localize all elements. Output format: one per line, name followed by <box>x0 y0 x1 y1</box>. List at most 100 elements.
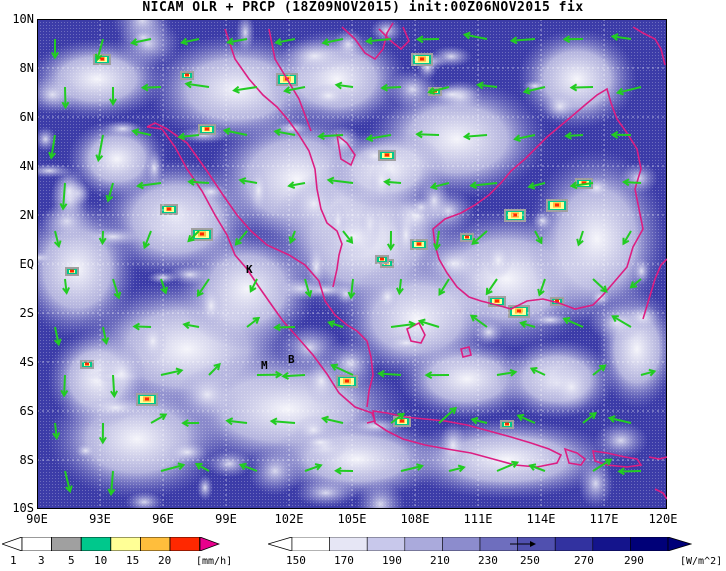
wind-arrow-head <box>273 323 281 332</box>
wind-arrow-shaft <box>640 370 655 376</box>
lat-label: 6S <box>19 404 34 418</box>
lat-label: 2S <box>19 306 34 320</box>
prcp-swatch <box>110 537 141 551</box>
wind-arrow-shaft <box>112 278 120 298</box>
coastline-bali-lombok <box>563 447 587 466</box>
wind-arrow-head <box>509 36 518 45</box>
wind-arrow-head <box>269 417 278 426</box>
wind-arrow-head <box>61 101 70 110</box>
coastline-north-small <box>378 26 410 51</box>
wind-arrow-shaft <box>249 278 258 292</box>
olr-tick: 290 <box>624 554 644 567</box>
olr-colorbar <box>268 537 692 551</box>
wind-arrow-head <box>416 463 424 471</box>
wind-arrow-head <box>513 134 521 143</box>
wind-arrow-shaft <box>496 371 516 376</box>
wind-arrow-head <box>485 287 493 296</box>
wind-arrow-head <box>380 83 388 92</box>
olr-swatch <box>366 537 406 551</box>
olr-tick: 270 <box>574 554 594 567</box>
wind-arrow-shaft <box>428 86 450 94</box>
olr-tick: 230 <box>478 554 498 567</box>
olr-colorbar-high-end <box>667 537 692 551</box>
wind-arrow-head <box>598 364 607 372</box>
wind-arrow-shaft <box>538 278 546 296</box>
wind-arrow-head <box>395 287 404 296</box>
wind-arrow-shaft <box>342 230 353 244</box>
wind-arrow-head <box>535 236 543 245</box>
olr-swatch <box>291 537 330 551</box>
lon-label: 108E <box>400 512 430 526</box>
wind-arrow-head <box>187 234 195 243</box>
wind-arrow-shaft <box>464 33 488 40</box>
prcp-cell-heavy <box>400 419 404 423</box>
wind-arrow-head <box>136 181 144 190</box>
olr-swatch <box>630 537 669 551</box>
wind-arrow-head <box>180 37 188 46</box>
wind-arrow-shaft <box>289 230 296 243</box>
city-marker-b: B <box>288 353 295 366</box>
wind-arrow-head <box>621 178 630 187</box>
wind-arrow-head <box>177 462 186 471</box>
coastline-sumatra-west <box>146 126 377 424</box>
wind-arrow-shaft <box>472 418 488 424</box>
wind-arrow-head <box>98 237 107 246</box>
wind-arrow-shaft <box>275 130 296 136</box>
wind-arrow-head <box>424 371 433 380</box>
wind-arrow-head <box>346 236 354 245</box>
lon-label: 117E <box>589 512 619 526</box>
wind-arrow-head <box>283 86 291 95</box>
wind-arrow-shaft <box>271 420 296 424</box>
wind-arrow-head <box>470 416 479 425</box>
wind-arrow-shaft <box>224 129 248 136</box>
wind-arrow-head <box>564 131 572 140</box>
wind-arrow-shaft <box>235 230 248 246</box>
prcp-tick: 3 <box>38 554 45 567</box>
lat-lon-grid <box>37 19 667 509</box>
wind-arrow-shaft <box>246 317 260 328</box>
lon-label: 120E <box>648 512 678 526</box>
wind-arrow-shaft <box>448 466 465 472</box>
wind-arrow-shaft <box>417 133 440 136</box>
wind-arrow-shaft <box>304 464 322 472</box>
wind-arrow-head <box>334 466 342 475</box>
wind-arrow-head <box>52 432 61 441</box>
wind-arrow-shaft <box>630 278 642 288</box>
wind-arrow-head <box>433 243 441 251</box>
wind-arrow-shaft <box>534 230 543 244</box>
wind-arrow-shaft <box>160 464 184 472</box>
prcp-cell-heavy <box>417 242 421 246</box>
wind-arrow-shaft <box>54 326 60 345</box>
wind-arrow-shaft <box>110 470 114 495</box>
wind-arrow-shaft <box>438 407 457 424</box>
prcp-cell-heavy <box>205 127 209 131</box>
wind-arrow-head <box>252 316 261 324</box>
prcp-tick: 1 <box>10 554 17 567</box>
wind-arrow-head <box>429 182 438 190</box>
wind-arrow-shaft <box>181 38 200 44</box>
wind-arrow-head <box>181 419 189 428</box>
wind-arrow-shaft <box>179 134 200 138</box>
wind-arrow-shaft <box>131 38 152 44</box>
wind-arrow-shaft <box>189 180 210 184</box>
wind-arrow-head <box>109 98 117 107</box>
olr-swatch <box>592 537 631 551</box>
wind-arrow-head <box>234 238 242 246</box>
wind-arrow-head <box>383 178 391 187</box>
lon-label: 102E <box>274 512 304 526</box>
wind-arrow-head <box>274 37 283 46</box>
wind-arrow-shaft <box>592 364 606 376</box>
wind-arrow-shaft <box>102 326 108 344</box>
coastline-natuna <box>335 133 356 167</box>
wind-arrow-head <box>365 134 374 143</box>
prcp-cell-heavy <box>70 269 74 273</box>
coastline-south-isles <box>654 488 667 500</box>
wind-arrow-head <box>457 464 466 473</box>
olr-tick: 190 <box>382 554 402 567</box>
wind-arrow-shaft <box>137 182 162 187</box>
coastline-belitung <box>460 346 472 358</box>
wind-arrow-shaft <box>63 374 66 396</box>
wind-arrow-shaft <box>319 134 344 138</box>
coastline-mindanao <box>632 26 666 66</box>
prcp-cell-heavy <box>185 73 189 77</box>
